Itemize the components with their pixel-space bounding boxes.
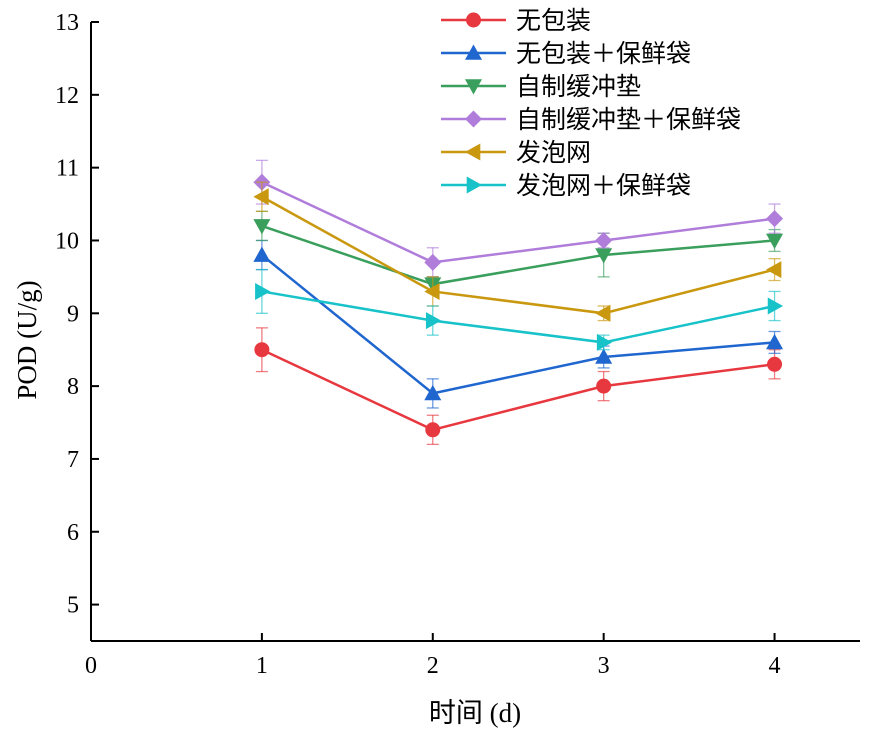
series-line (261, 195, 775, 315)
legend-item: 无包装＋保鲜袋 (441, 39, 691, 68)
series-1 (254, 327, 783, 446)
legend-label: 自制缓冲垫 (516, 72, 641, 101)
legend-marker (465, 143, 481, 161)
data-point (766, 261, 782, 279)
data-point (424, 384, 442, 401)
data-point (596, 333, 613, 351)
data-point (253, 188, 269, 206)
series-line (261, 224, 775, 286)
series-line (261, 181, 775, 264)
y-tick-label: 7 (67, 447, 79, 473)
data-point (595, 231, 613, 249)
data-point (767, 356, 783, 372)
legend-label: 发泡网 (516, 138, 591, 167)
series-line (261, 290, 775, 344)
series-5 (253, 181, 782, 322)
y-tick-label: 6 (67, 520, 79, 546)
data-point (253, 246, 271, 262)
y-tick-label: 9 (67, 301, 79, 327)
x-tick-label: 1 (256, 653, 268, 679)
x-tick-label: 0 (85, 653, 97, 679)
plot-area (253, 159, 784, 446)
legend-marker (465, 110, 482, 128)
series-2 (253, 239, 784, 409)
data-point (255, 282, 271, 300)
legend-label: 发泡网＋保鲜袋 (516, 171, 691, 200)
data-point (766, 333, 784, 350)
data-point (595, 248, 613, 264)
data-point (253, 219, 271, 235)
y-tick-label: 5 (67, 593, 79, 619)
legend-item: 自制缓冲垫 (441, 72, 641, 101)
data-point (766, 233, 784, 249)
data-point (424, 253, 442, 271)
y-tick-label: 12 (55, 83, 79, 109)
legend-label: 无包装＋保鲜袋 (516, 39, 691, 68)
legend-marker (466, 176, 482, 194)
series-line (261, 254, 775, 395)
y-tick-label: 8 (67, 374, 79, 400)
legend-marker (465, 79, 482, 95)
legend-item: 无包装 (441, 6, 591, 35)
legend-label: 自制缓冲垫＋保鲜袋 (516, 105, 741, 134)
data-point (596, 378, 612, 394)
data-point (767, 297, 784, 315)
y-tick-label: 13 (55, 10, 79, 36)
x-tick-label: 4 (769, 653, 781, 679)
legend-marker (466, 12, 481, 28)
legend-label: 无包装 (516, 6, 591, 35)
data-point (424, 282, 440, 300)
data-point (425, 312, 442, 330)
x-tick-label: 2 (427, 653, 439, 679)
data-point (425, 422, 441, 438)
x-axis-title: 时间 (d) (429, 698, 521, 728)
y-axis-title: POD (U/g) (12, 280, 42, 399)
data-point (595, 304, 611, 322)
data-point (254, 342, 270, 358)
y-tick-label: 11 (56, 156, 79, 182)
legend-item: 发泡网＋保鲜袋 (441, 171, 691, 200)
data-point (595, 348, 613, 364)
legend-item: 自制缓冲垫＋保鲜袋 (441, 105, 741, 134)
legend-marker (465, 44, 482, 60)
series-6 (255, 268, 784, 351)
y-tick-label: 10 (55, 228, 79, 254)
legend-item: 发泡网 (441, 138, 591, 167)
series-line (261, 348, 775, 432)
data-point (766, 210, 784, 228)
x-tick-label: 3 (598, 653, 610, 679)
